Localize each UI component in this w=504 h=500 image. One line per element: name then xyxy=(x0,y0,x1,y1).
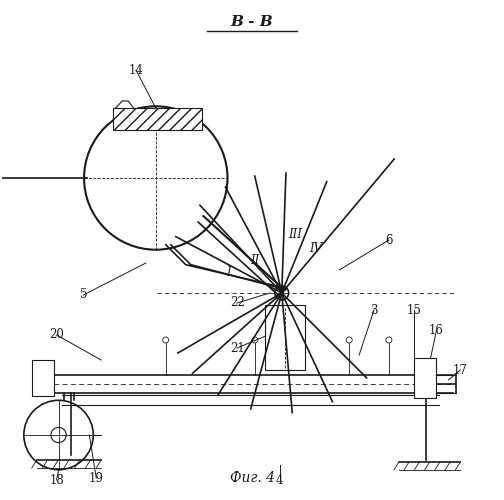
Text: 14: 14 xyxy=(129,64,143,76)
Bar xyxy=(32,360,53,396)
Text: 3: 3 xyxy=(370,304,378,316)
Text: II: II xyxy=(250,254,260,266)
Text: 16: 16 xyxy=(429,324,444,336)
Bar xyxy=(414,358,435,398)
Text: 18: 18 xyxy=(49,474,64,486)
Text: 19: 19 xyxy=(89,472,104,484)
Bar xyxy=(265,305,304,370)
Text: III: III xyxy=(288,228,301,241)
Text: 22: 22 xyxy=(230,296,244,310)
Text: 17: 17 xyxy=(453,364,468,376)
Text: IV: IV xyxy=(309,242,322,254)
Text: 4: 4 xyxy=(276,474,284,486)
Text: 5: 5 xyxy=(80,288,87,302)
Text: Фиг. 4: Фиг. 4 xyxy=(229,471,275,485)
Bar xyxy=(113,108,203,130)
Text: I: I xyxy=(226,266,230,278)
Text: 6: 6 xyxy=(385,234,393,246)
Text: 15: 15 xyxy=(406,304,421,316)
Text: 21: 21 xyxy=(230,342,244,354)
Text: В - В: В - В xyxy=(231,15,273,29)
Text: 20: 20 xyxy=(49,328,64,342)
